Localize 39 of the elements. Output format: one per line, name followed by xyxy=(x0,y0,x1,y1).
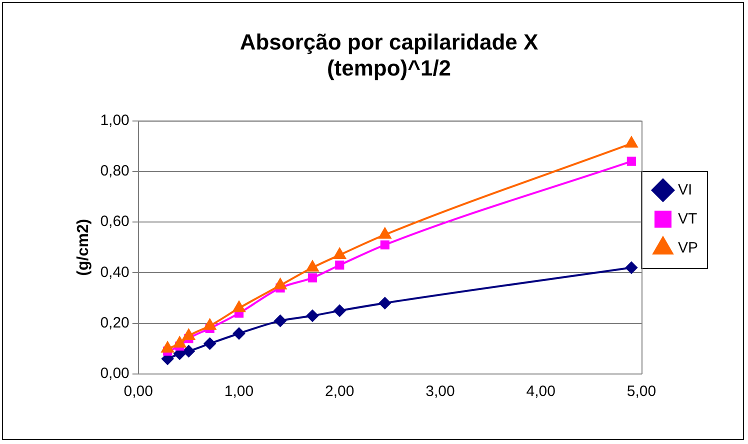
x-tick-label: 1,00 xyxy=(224,383,254,400)
point xyxy=(306,260,319,272)
point xyxy=(625,262,638,274)
y-tick-label: 0,40 xyxy=(100,264,130,281)
point xyxy=(380,240,390,250)
point xyxy=(204,318,216,330)
point xyxy=(182,345,195,358)
point xyxy=(274,314,286,327)
point xyxy=(378,297,391,310)
legend-label: VP xyxy=(678,239,698,256)
point xyxy=(233,327,246,340)
x-tick-label: 2,00 xyxy=(325,383,354,400)
y-tick-label: 0,00 xyxy=(100,365,130,382)
x-tick-label: 4,00 xyxy=(526,383,556,400)
point xyxy=(335,260,344,270)
point xyxy=(378,228,392,239)
point xyxy=(306,310,318,322)
point xyxy=(161,342,174,353)
y-tick-label: 1,00 xyxy=(100,112,130,129)
legend-label: VT xyxy=(678,210,698,228)
y-tick-label: 0,80 xyxy=(100,162,130,180)
point xyxy=(625,136,638,148)
point xyxy=(334,304,346,317)
x-tick-label: 5,00 xyxy=(626,383,656,400)
point xyxy=(308,273,317,282)
point xyxy=(274,278,286,290)
point xyxy=(182,329,195,340)
legend-label: VI xyxy=(678,181,692,198)
y-tick-label: 0,20 xyxy=(100,314,130,332)
point xyxy=(204,338,216,350)
point xyxy=(173,336,186,348)
x-tick-label: 3,00 xyxy=(426,383,455,400)
point xyxy=(626,156,636,166)
point xyxy=(232,301,246,312)
y-axis-title: (g/cm2) xyxy=(75,218,92,276)
chart-title: Absorção por capilaridade X (tempo)^1/2 xyxy=(240,29,538,81)
x-tick-label: 0,00 xyxy=(124,383,153,400)
point xyxy=(333,248,346,259)
y-tick-label: 0,60 xyxy=(100,213,130,230)
